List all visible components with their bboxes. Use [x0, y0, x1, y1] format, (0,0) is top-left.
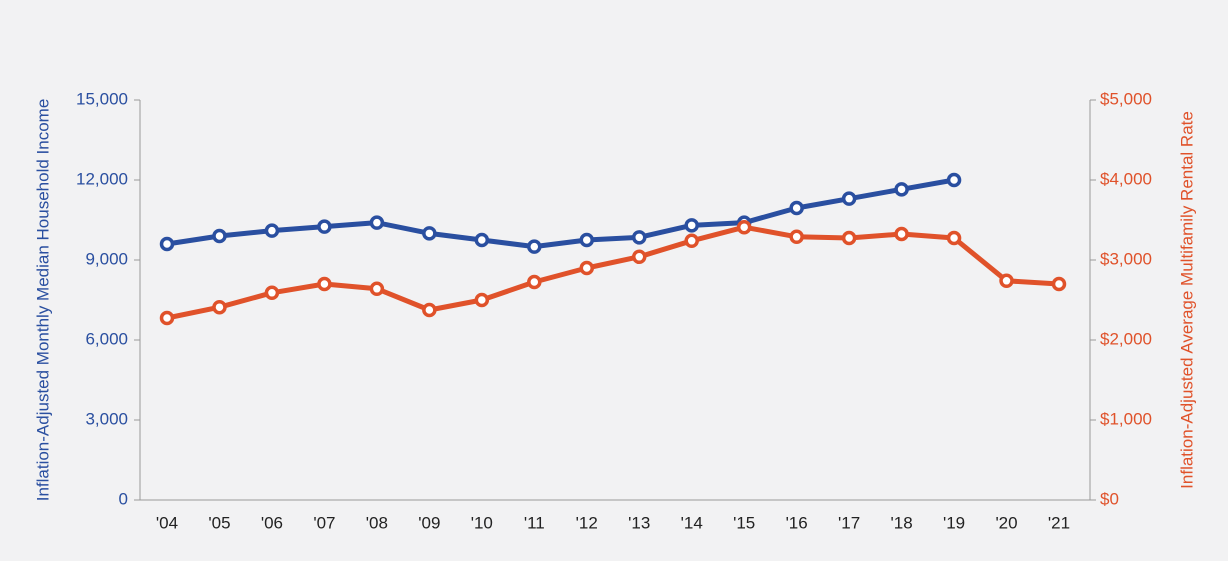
point — [999, 273, 1014, 289]
point — [684, 218, 699, 233]
point — [422, 226, 437, 241]
x-tick-label: '08 — [366, 513, 388, 532]
point — [369, 281, 385, 297]
x-tick-label: '20 — [995, 513, 1017, 532]
x-tick-label: '14 — [681, 513, 703, 532]
y2-tick-label: $3,000 — [1100, 249, 1152, 268]
y2-axis-title: Inflation-Adjusted Average Multifamily R… — [1177, 111, 1196, 489]
point — [369, 215, 385, 230]
point — [527, 274, 542, 290]
y2-tick-label: $5,000 — [1100, 89, 1152, 108]
line — [166, 224, 1060, 321]
point — [841, 230, 857, 246]
y2-tick-label: $2,000 — [1100, 329, 1152, 348]
x-tick-label: '21 — [1048, 513, 1070, 532]
x-tick-label: '10 — [471, 513, 493, 532]
y-axis-title: Inflation-Adjusted Monthly Median Househ… — [33, 99, 52, 502]
x-tick-label: '06 — [261, 513, 283, 532]
x-tick-label: '16 — [786, 513, 808, 532]
y-tick-label: 6,000 — [85, 329, 128, 348]
point — [212, 299, 227, 315]
point — [527, 239, 542, 254]
point — [631, 249, 647, 265]
point — [579, 260, 595, 276]
y-tick-label: 12,000 — [76, 169, 128, 188]
y2-tick-label: $4,000 — [1100, 169, 1152, 188]
x-tick-label: '11 — [524, 513, 545, 532]
x-tick-label: '09 — [418, 513, 440, 532]
line — [166, 177, 955, 250]
y-tick-label: 15,000 — [76, 89, 128, 108]
point — [1051, 276, 1067, 292]
point — [212, 228, 227, 244]
y-tick-label: 0 — [119, 489, 128, 508]
point — [474, 232, 490, 248]
point — [946, 230, 962, 246]
x-tick-label: '17 — [838, 513, 860, 532]
point — [159, 236, 175, 252]
y-tick-label: 3,000 — [85, 409, 128, 428]
point — [474, 292, 490, 308]
point — [684, 233, 699, 249]
x-tick-label: '04 — [156, 513, 178, 532]
point — [317, 219, 332, 234]
point — [264, 223, 280, 238]
point — [264, 285, 280, 301]
point — [789, 200, 804, 216]
x-tick-label: '13 — [628, 513, 650, 532]
x-tick-label: '19 — [943, 513, 965, 532]
point — [894, 182, 909, 197]
y2-tick-label: $0 — [1100, 489, 1119, 508]
x-tick-label: '12 — [576, 513, 598, 532]
x-tick-label: '15 — [733, 513, 755, 532]
y-tick-label: 9,000 — [85, 249, 128, 268]
point — [422, 302, 437, 318]
point — [159, 310, 175, 326]
point — [789, 229, 804, 245]
x-tick-label: '05 — [208, 513, 230, 532]
point — [736, 219, 752, 235]
x-tick-label: '07 — [313, 513, 335, 532]
y2-tick-label: $1,000 — [1100, 409, 1152, 428]
point — [317, 276, 332, 292]
point — [631, 230, 647, 245]
point — [579, 232, 595, 248]
x-tick-label: '18 — [891, 513, 913, 532]
point — [894, 226, 909, 242]
point — [946, 172, 962, 188]
point — [841, 191, 857, 206]
